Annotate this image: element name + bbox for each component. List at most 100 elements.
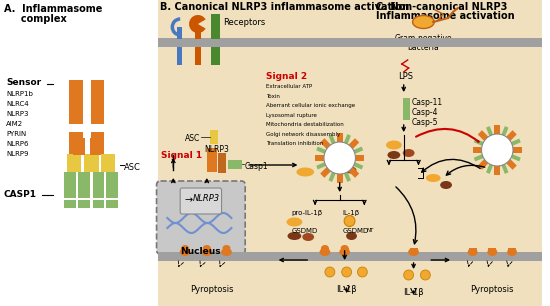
Polygon shape: [494, 125, 500, 136]
Text: Inflammasome activation: Inflammasome activation: [376, 11, 515, 21]
Ellipse shape: [201, 248, 212, 256]
Polygon shape: [478, 158, 490, 170]
Polygon shape: [320, 138, 332, 150]
Polygon shape: [351, 147, 363, 155]
Polygon shape: [315, 155, 326, 161]
Text: CASP1: CASP1: [4, 190, 37, 199]
Text: Gram-negative: Gram-negative: [394, 34, 452, 43]
Text: Casp-4: Casp-4: [411, 108, 438, 117]
Text: Toxin: Toxin: [266, 94, 280, 99]
Bar: [177, 47, 182, 65]
Bar: [181, 248, 189, 253]
Text: NLRP3: NLRP3: [193, 194, 220, 203]
Ellipse shape: [181, 245, 189, 251]
Text: Sensor: Sensor: [6, 78, 41, 87]
Ellipse shape: [481, 134, 513, 166]
Bar: [67, 154, 81, 172]
Wedge shape: [189, 15, 206, 33]
FancyBboxPatch shape: [157, 181, 245, 254]
Text: B. Canonical NLRP3 inflammasome activation: B. Canonical NLRP3 inflammasome activati…: [160, 2, 409, 12]
Ellipse shape: [404, 270, 414, 280]
Bar: [73, 138, 85, 155]
Polygon shape: [509, 154, 521, 161]
Bar: [218, 153, 227, 173]
Text: NLRP6: NLRP6: [6, 141, 29, 147]
Ellipse shape: [344, 215, 355, 226]
Text: GSDMD: GSDMD: [343, 228, 369, 234]
Bar: [78, 172, 90, 198]
Bar: [488, 248, 496, 253]
Bar: [92, 172, 104, 198]
Bar: [403, 98, 410, 120]
Bar: [101, 154, 115, 172]
Ellipse shape: [440, 181, 452, 189]
Bar: [78, 200, 90, 208]
Ellipse shape: [386, 140, 402, 150]
Polygon shape: [474, 139, 485, 147]
Bar: [210, 130, 218, 144]
Text: NLRC4: NLRC4: [6, 101, 29, 107]
Ellipse shape: [339, 248, 350, 256]
Bar: [203, 248, 211, 253]
Polygon shape: [348, 166, 359, 178]
Text: IL-1β: IL-1β: [336, 285, 357, 294]
Text: Pyroptosis: Pyroptosis: [190, 285, 233, 294]
Polygon shape: [500, 126, 509, 138]
Polygon shape: [494, 164, 500, 175]
Polygon shape: [354, 155, 364, 161]
Ellipse shape: [288, 232, 301, 240]
Bar: [177, 27, 182, 39]
Bar: [90, 138, 101, 155]
Bar: [157, 0, 374, 306]
Text: Signal 2: Signal 2: [266, 72, 307, 81]
Polygon shape: [486, 162, 494, 174]
Bar: [92, 200, 104, 208]
Text: Translation inhibition: Translation inhibition: [266, 141, 323, 146]
Polygon shape: [316, 147, 328, 155]
Ellipse shape: [507, 248, 517, 256]
Ellipse shape: [302, 233, 314, 241]
Text: NT: NT: [366, 228, 373, 233]
Text: Aberrant cellular ionic exchange: Aberrant cellular ionic exchange: [266, 103, 355, 108]
Ellipse shape: [408, 248, 419, 256]
Text: PYRIN: PYRIN: [6, 131, 26, 137]
Ellipse shape: [403, 149, 415, 157]
Text: C. Non-canonical NLRP3: C. Non-canonical NLRP3: [376, 2, 508, 12]
Polygon shape: [486, 126, 494, 138]
Bar: [64, 200, 76, 208]
Polygon shape: [500, 162, 509, 174]
Bar: [64, 172, 76, 198]
Bar: [211, 14, 219, 39]
Bar: [508, 248, 516, 253]
Ellipse shape: [287, 218, 302, 226]
Text: Lysosomal rupture: Lysosomal rupture: [266, 113, 317, 118]
Ellipse shape: [345, 166, 356, 174]
Bar: [410, 248, 417, 253]
Text: IL-1β: IL-1β: [343, 210, 360, 216]
Polygon shape: [328, 170, 336, 182]
Ellipse shape: [358, 267, 367, 277]
Polygon shape: [509, 139, 521, 147]
Ellipse shape: [203, 245, 211, 251]
Bar: [69, 80, 82, 124]
Text: NLRP9: NLRP9: [6, 151, 29, 157]
Ellipse shape: [320, 248, 331, 256]
Bar: [228, 160, 242, 169]
Text: Pyroptosis: Pyroptosis: [471, 285, 514, 294]
Bar: [469, 248, 477, 253]
Polygon shape: [505, 158, 517, 170]
Polygon shape: [320, 166, 332, 178]
Polygon shape: [472, 147, 483, 153]
Polygon shape: [505, 130, 517, 142]
Polygon shape: [337, 133, 343, 144]
Bar: [195, 47, 201, 65]
Ellipse shape: [342, 267, 351, 277]
Bar: [157, 252, 374, 261]
Polygon shape: [316, 162, 328, 170]
Ellipse shape: [420, 270, 430, 280]
Polygon shape: [337, 172, 343, 183]
Text: →: →: [184, 195, 192, 205]
Bar: [84, 154, 100, 172]
Bar: [106, 200, 118, 208]
Bar: [374, 38, 542, 47]
